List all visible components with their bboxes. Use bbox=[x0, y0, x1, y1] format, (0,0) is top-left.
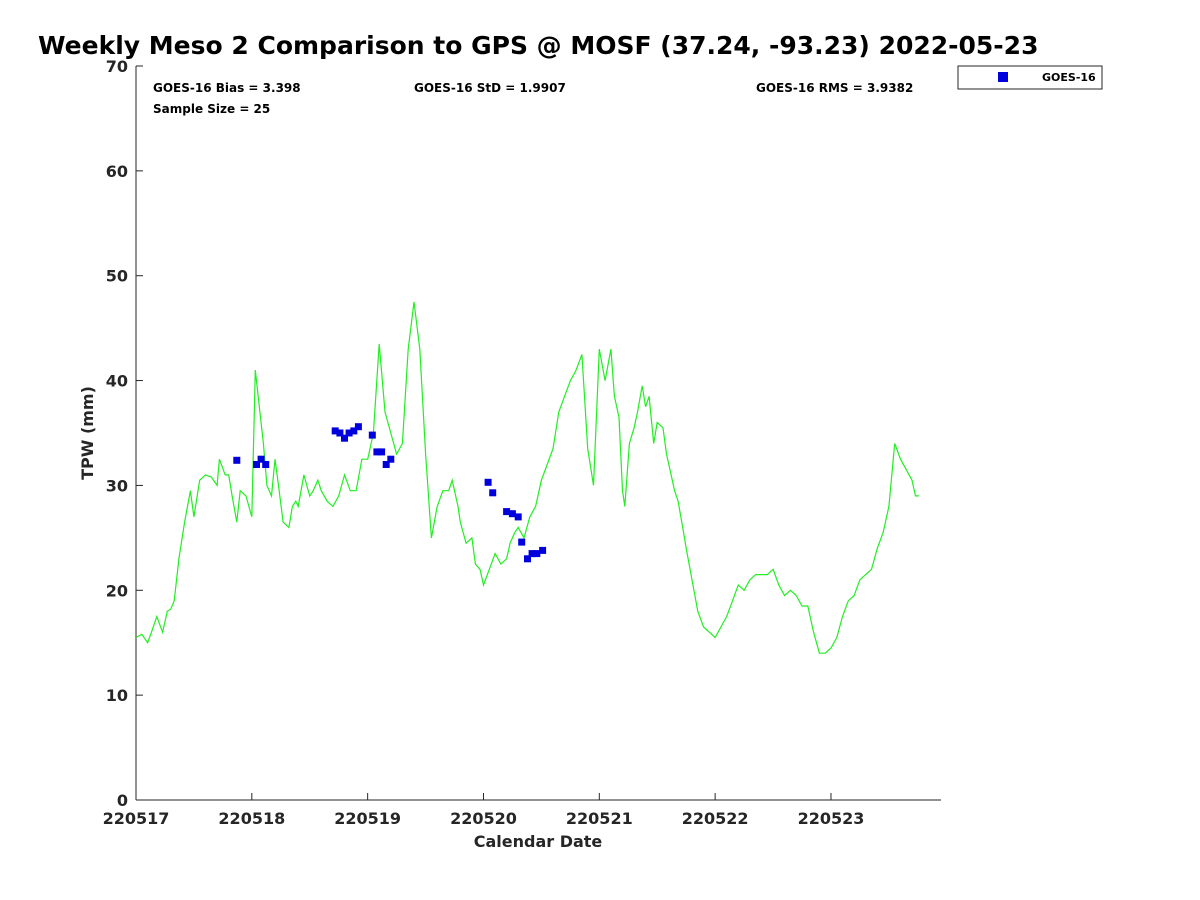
gps-series bbox=[135, 301, 919, 654]
y-tick-label: 70 bbox=[106, 57, 128, 76]
goes-point bbox=[354, 423, 362, 431]
y-axis-label: TPW (mm) bbox=[78, 386, 97, 480]
goes-point bbox=[533, 550, 541, 558]
goes-point bbox=[524, 555, 531, 563]
goes-point bbox=[484, 478, 492, 486]
goes-point bbox=[528, 550, 536, 558]
y-tick-label: 30 bbox=[106, 476, 128, 495]
x-tick-label: 220519 bbox=[334, 809, 401, 828]
x-tick-label: 220520 bbox=[450, 809, 517, 828]
x-tick-label: 220517 bbox=[103, 809, 170, 828]
goes-point bbox=[387, 455, 395, 463]
goes-point bbox=[331, 427, 339, 435]
y-tick-label: 40 bbox=[106, 372, 128, 391]
goes-point bbox=[350, 427, 358, 435]
goes-point bbox=[518, 538, 526, 546]
goes-point bbox=[378, 448, 386, 456]
goes-point bbox=[368, 431, 376, 439]
y-tick-label: 10 bbox=[106, 686, 128, 705]
goes-point bbox=[253, 461, 260, 468]
y-tick-label: 60 bbox=[106, 162, 128, 181]
x-tick-label: 220518 bbox=[218, 809, 285, 828]
x-tick-label: 220522 bbox=[682, 809, 749, 828]
chart-title: Weekly Meso 2 Comparison to GPS @ MOSF (… bbox=[38, 31, 1038, 60]
stat-rms: GOES-16 RMS = 3.9382 bbox=[756, 81, 913, 95]
goes-point bbox=[233, 456, 241, 464]
goes-point bbox=[514, 513, 522, 521]
goes-point bbox=[373, 448, 381, 456]
goes-point bbox=[257, 455, 265, 463]
goes-point bbox=[382, 461, 390, 468]
y-ticks: 0 10 20 30 40 50 60 70 bbox=[106, 57, 143, 810]
gps-line bbox=[135, 301, 919, 654]
legend-box bbox=[957, 65, 1103, 90]
goes-series bbox=[233, 423, 547, 563]
y-tick-label: 0 bbox=[117, 791, 128, 810]
legend: GOES-16 bbox=[957, 65, 1103, 90]
x-tick-label: 220523 bbox=[798, 809, 865, 828]
goes-point bbox=[539, 546, 547, 554]
x-tick-label: 220521 bbox=[566, 809, 633, 828]
goes-point bbox=[341, 434, 348, 442]
x-axis-label: Calendar Date bbox=[474, 832, 603, 851]
legend-marker bbox=[998, 72, 1008, 82]
y-tick-label: 20 bbox=[106, 581, 128, 600]
goes-point bbox=[336, 429, 344, 437]
goes-point bbox=[503, 508, 511, 516]
goes-point bbox=[262, 461, 270, 468]
y-tick-label: 50 bbox=[106, 267, 128, 286]
stat-std: GOES-16 StD = 1.9907 bbox=[414, 81, 566, 95]
stat-sample-size: Sample Size = 25 bbox=[153, 102, 270, 116]
axes bbox=[135, 66, 941, 801]
legend-label: GOES-16 bbox=[1042, 71, 1096, 84]
goes-point bbox=[345, 429, 353, 437]
stat-bias: GOES-16 Bias = 3.398 bbox=[153, 81, 301, 95]
x-ticks: 220517 220518 220519 220520 220521 220522 2205… bbox=[103, 793, 865, 828]
goes-point bbox=[508, 510, 516, 518]
goes-point bbox=[489, 489, 497, 497]
